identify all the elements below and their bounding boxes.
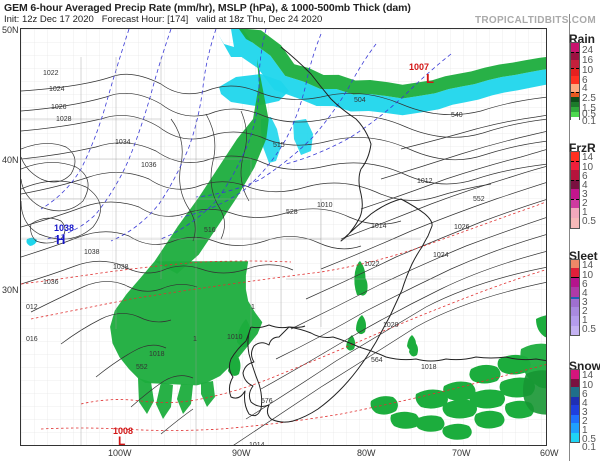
svg-text:1010: 1010	[317, 202, 333, 209]
svg-text:515: 515	[273, 142, 285, 149]
svg-text:1022: 1022	[364, 261, 380, 268]
svg-text:540: 540	[451, 112, 463, 119]
svg-text:1028: 1028	[56, 116, 72, 123]
svg-text:1014: 1014	[249, 442, 265, 446]
svg-text:1022: 1022	[43, 70, 59, 77]
svg-text:1024: 1024	[433, 252, 449, 259]
svg-text:L: L	[118, 434, 125, 446]
svg-text:1038: 1038	[113, 264, 129, 271]
svg-text:L: L	[426, 71, 434, 86]
svg-text:1026: 1026	[454, 224, 470, 231]
svg-text:1024: 1024	[49, 86, 65, 93]
svg-text:1036: 1036	[43, 279, 59, 286]
svg-text:H: H	[56, 232, 65, 247]
svg-text:1038: 1038	[84, 249, 100, 256]
svg-text:1018: 1018	[149, 351, 165, 358]
svg-text:528: 528	[286, 209, 298, 216]
svg-text:1020: 1020	[383, 322, 399, 329]
svg-text:1036: 1036	[141, 162, 157, 169]
svg-text:516: 516	[204, 227, 216, 234]
svg-text:564: 564	[371, 357, 383, 364]
svg-text:576: 576	[261, 398, 273, 405]
svg-text:1014: 1014	[371, 223, 387, 230]
svg-text:552: 552	[473, 196, 485, 203]
svg-text:1018: 1018	[421, 364, 437, 371]
svg-text:504: 504	[354, 97, 366, 104]
svg-text:1012: 1012	[417, 178, 433, 185]
svg-text:552: 552	[136, 364, 148, 371]
svg-text:1010: 1010	[227, 334, 243, 341]
svg-text:1026: 1026	[51, 104, 67, 111]
svg-text:1034: 1034	[115, 139, 131, 146]
